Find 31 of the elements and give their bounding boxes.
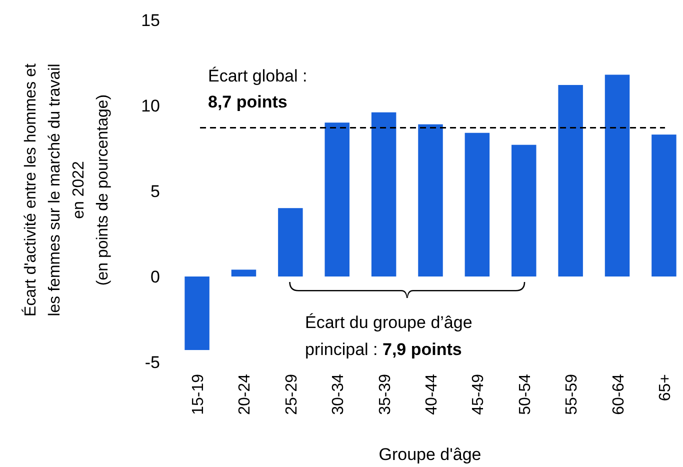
bar xyxy=(231,270,256,276)
ref-line-label: Écart global : 8,7 points xyxy=(208,66,308,112)
bar xyxy=(184,276,210,350)
x-tick-label: 15-19 xyxy=(190,374,208,415)
bar xyxy=(278,208,303,276)
y-tick-label: 5 xyxy=(150,182,160,201)
x-tick-label: 20-24 xyxy=(236,374,254,415)
bar xyxy=(652,134,676,276)
x-tick-label: 65+ xyxy=(656,374,674,402)
bar xyxy=(324,122,350,276)
x-tick-label: 35-39 xyxy=(376,374,394,415)
bar xyxy=(371,112,396,276)
y-tick-label: 0 xyxy=(150,267,160,286)
y-tick-label: 10 xyxy=(141,96,160,116)
bar xyxy=(604,74,630,276)
x-tick-label: 40-44 xyxy=(424,374,440,415)
x-axis-title: Groupe d'âge xyxy=(378,445,482,464)
bar xyxy=(418,124,443,276)
annotation: Écart du groupe d’âge principal : 7,9 points xyxy=(305,313,472,359)
bar xyxy=(512,144,536,276)
x-tick-label: 25-29 xyxy=(283,374,300,415)
x-tick-label: 55-59 xyxy=(564,374,581,415)
x-tick-label: 50-54 xyxy=(516,374,534,415)
x-tick-label: 45-49 xyxy=(470,374,488,415)
y-tick-label: -5 xyxy=(144,352,160,372)
y-tick-label: 15 xyxy=(141,10,160,30)
bar xyxy=(558,84,583,276)
x-tick-label: 60-64 xyxy=(610,374,628,415)
bar xyxy=(464,132,490,276)
y-axis-title: Écart d'activité entre les hommes et les femmes sur le marché du travail en 2022 (en points de pourcentage) xyxy=(22,62,112,316)
x-tick-label: 30-34 xyxy=(330,374,348,415)
